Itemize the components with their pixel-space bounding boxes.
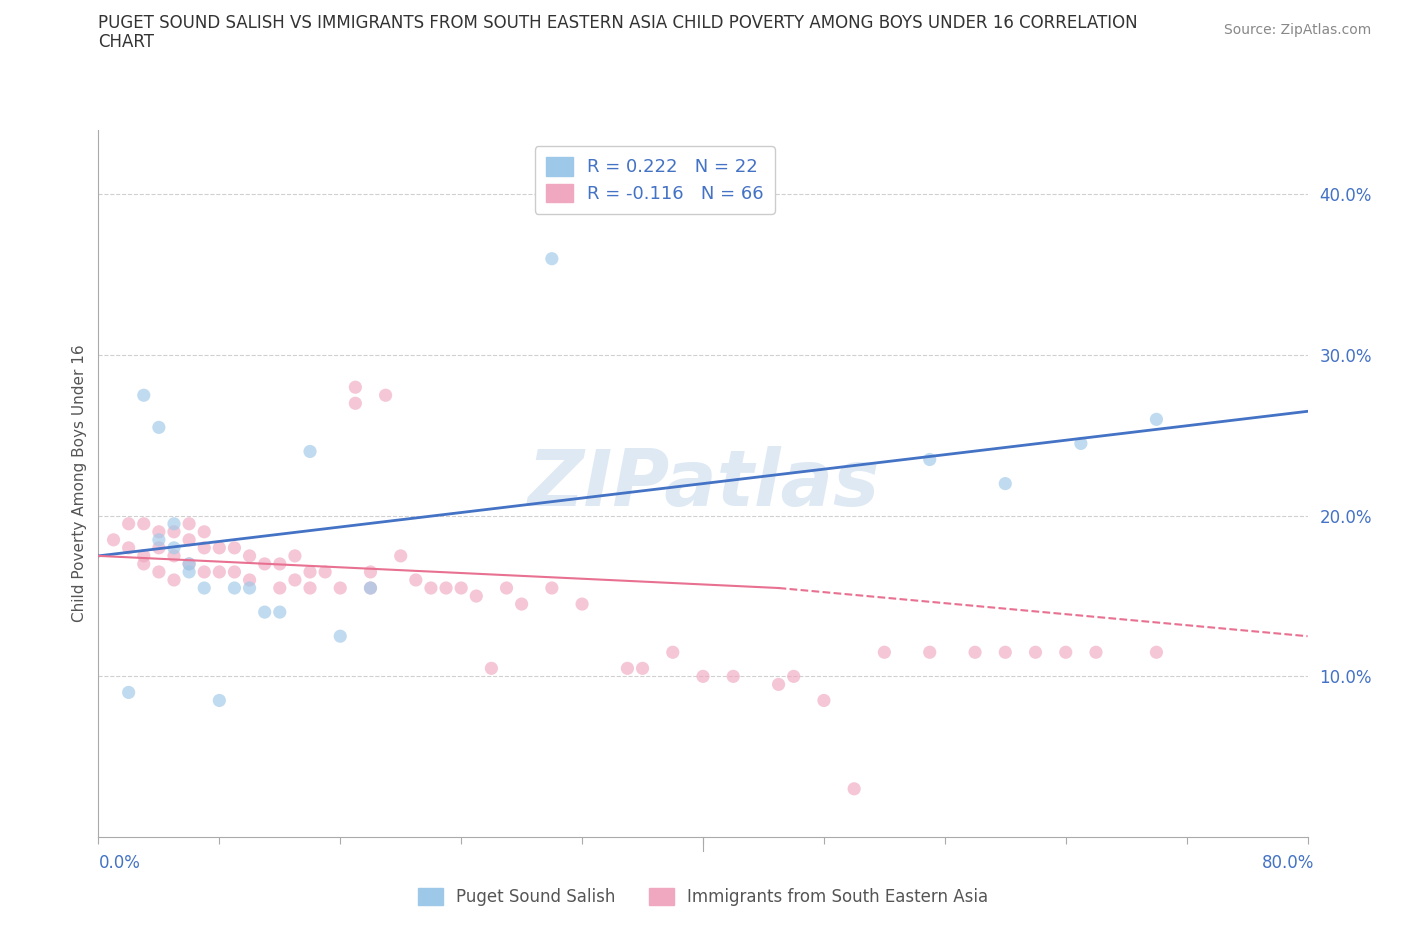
Point <box>360 580 382 595</box>
Text: 0.0%: 0.0% <box>98 854 141 872</box>
Point <box>269 580 291 595</box>
Point <box>193 540 215 555</box>
Point <box>495 580 517 595</box>
Point <box>118 685 141 700</box>
Point <box>540 580 562 595</box>
Point <box>434 580 457 595</box>
Legend: Puget Sound Salish, Immigrants from South Eastern Asia: Puget Sound Salish, Immigrants from Sout… <box>411 881 995 912</box>
Point <box>148 565 170 579</box>
Point <box>465 589 488 604</box>
Point <box>179 565 201 579</box>
Point <box>193 565 215 579</box>
Point <box>616 661 638 676</box>
Point <box>571 597 593 612</box>
Point <box>299 565 322 579</box>
Point <box>1144 412 1167 427</box>
Point <box>269 556 291 571</box>
Point <box>224 540 246 555</box>
Point <box>148 532 170 547</box>
Point <box>1024 644 1046 659</box>
Point <box>132 388 155 403</box>
Point <box>314 565 336 579</box>
Point <box>253 556 276 571</box>
Point <box>103 532 125 547</box>
Point <box>224 580 246 595</box>
Point <box>768 677 790 692</box>
Point <box>284 573 307 588</box>
Point <box>662 644 685 659</box>
Point <box>360 580 382 595</box>
Point <box>179 556 201 571</box>
Text: CHART: CHART <box>98 33 155 50</box>
Point <box>148 540 170 555</box>
Point <box>540 251 562 266</box>
Point <box>163 540 186 555</box>
Point <box>631 661 654 676</box>
Point <box>208 565 231 579</box>
Point <box>299 580 322 595</box>
Text: 80.0%: 80.0% <box>1263 854 1315 872</box>
Point <box>329 580 352 595</box>
Point <box>329 629 352 644</box>
Text: PUGET SOUND SALISH VS IMMIGRANTS FROM SOUTH EASTERN ASIA CHILD POVERTY AMONG BOY: PUGET SOUND SALISH VS IMMIGRANTS FROM SO… <box>98 14 1137 32</box>
Text: Source: ZipAtlas.com: Source: ZipAtlas.com <box>1223 23 1371 37</box>
Point <box>224 565 246 579</box>
Point <box>299 444 322 458</box>
Legend: R = 0.222   N = 22, R = -0.116   N = 66: R = 0.222 N = 22, R = -0.116 N = 66 <box>534 146 775 214</box>
Point <box>1070 436 1092 451</box>
Point <box>132 549 155 564</box>
Point <box>918 644 941 659</box>
Point <box>405 573 427 588</box>
Point <box>844 781 866 796</box>
Point <box>481 661 503 676</box>
Point <box>208 693 231 708</box>
Point <box>118 516 141 531</box>
Point <box>360 565 382 579</box>
Text: ZIPatlas: ZIPatlas <box>527 445 879 522</box>
Point <box>179 516 201 531</box>
Point <box>450 580 472 595</box>
Point <box>994 476 1017 491</box>
Point <box>344 379 367 394</box>
Point <box>239 573 262 588</box>
Point <box>918 452 941 467</box>
Point <box>208 540 231 555</box>
Point <box>148 525 170 539</box>
Point <box>193 525 215 539</box>
Point <box>1085 644 1108 659</box>
Point <box>813 693 835 708</box>
Point <box>420 580 443 595</box>
Point <box>253 604 276 619</box>
Y-axis label: Child Poverty Among Boys Under 16: Child Poverty Among Boys Under 16 <box>72 345 87 622</box>
Point <box>239 549 262 564</box>
Point <box>163 549 186 564</box>
Point <box>118 540 141 555</box>
Point <box>179 532 201 547</box>
Point <box>344 396 367 411</box>
Point <box>374 388 396 403</box>
Point <box>994 644 1017 659</box>
Point <box>163 516 186 531</box>
Point <box>163 573 186 588</box>
Point <box>132 556 155 571</box>
Point <box>193 580 215 595</box>
Point <box>239 580 262 595</box>
Point <box>692 669 714 684</box>
Point <box>965 644 987 659</box>
Point <box>163 525 186 539</box>
Point <box>148 420 170 435</box>
Point <box>1144 644 1167 659</box>
Point <box>389 549 412 564</box>
Point <box>510 597 533 612</box>
Point <box>269 604 291 619</box>
Point <box>783 669 806 684</box>
Point <box>873 644 896 659</box>
Point <box>1054 644 1077 659</box>
Point <box>132 516 155 531</box>
Point <box>179 556 201 571</box>
Point <box>284 549 307 564</box>
Point <box>723 669 745 684</box>
